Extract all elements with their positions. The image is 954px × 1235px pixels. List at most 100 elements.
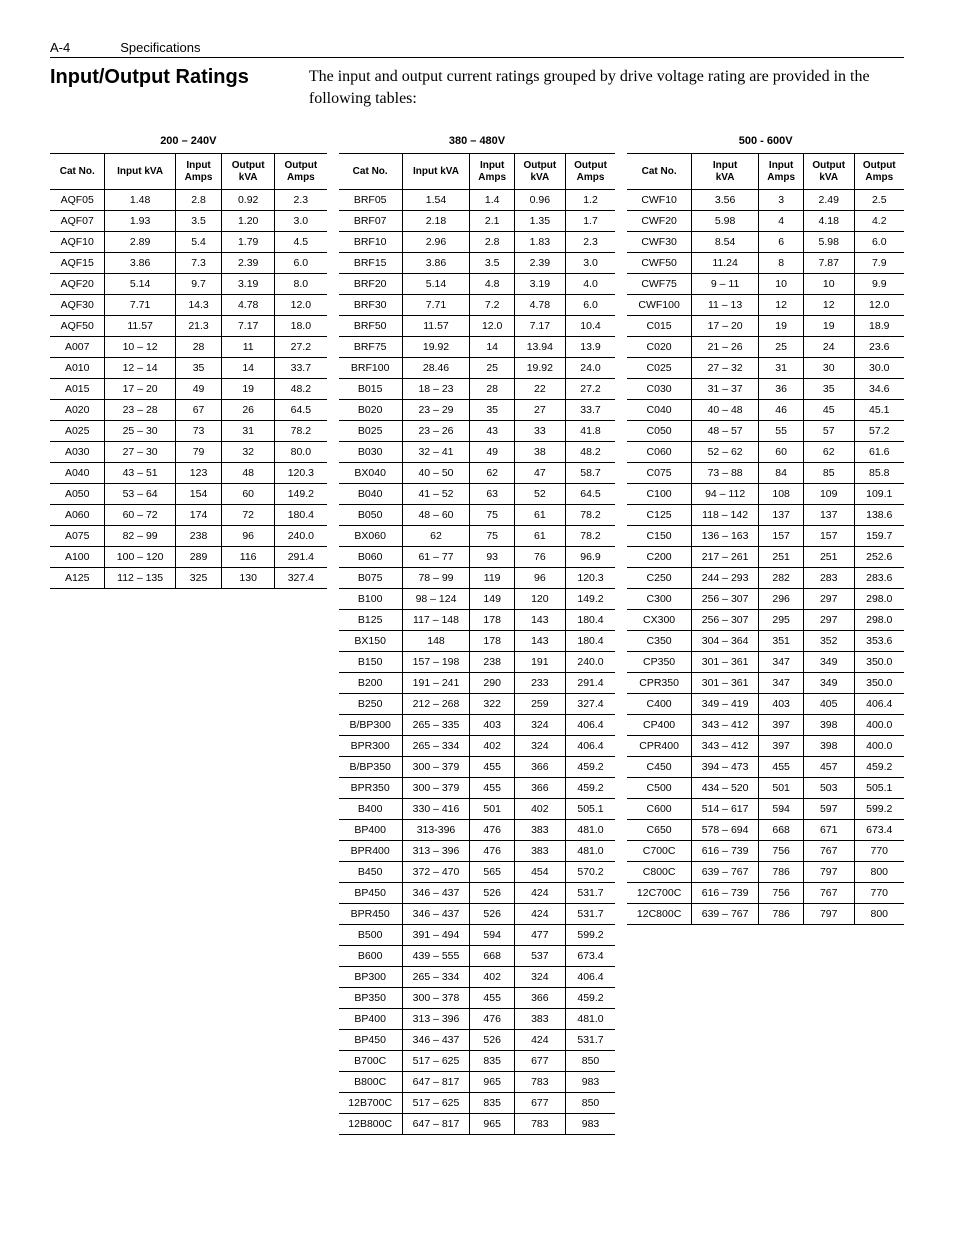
table-cell: 63 xyxy=(470,484,515,505)
page-header: A-4 Specifications xyxy=(50,40,904,58)
table-cell: BX060 xyxy=(339,526,403,547)
table-cell: 3.86 xyxy=(402,253,470,274)
table-cell: B100 xyxy=(339,589,403,610)
table-cell: 349 xyxy=(803,673,854,694)
table-row: AQF5011.5721.37.1718.0 xyxy=(50,316,327,337)
page-number: A-4 xyxy=(50,40,70,55)
table-cell: 366 xyxy=(515,988,566,1009)
group-title: 200 – 240V xyxy=(50,129,327,153)
col-header: Cat No. xyxy=(50,154,105,190)
col-header: OutputkVA xyxy=(222,154,275,190)
table-cell: 120 xyxy=(515,589,566,610)
table-cell: 4.0 xyxy=(565,274,615,295)
table-cell: 14 xyxy=(222,358,275,379)
table-cell: C030 xyxy=(627,379,691,400)
table-cell: 30 xyxy=(803,358,854,379)
table-row: B450372 – 470565454570.2 xyxy=(339,862,616,883)
table-cell: 72 xyxy=(222,505,275,526)
table-cell: 366 xyxy=(515,757,566,778)
table-cell: 48 – 57 xyxy=(691,421,758,442)
table-cell: 10 – 12 xyxy=(105,337,175,358)
table-cell: 783 xyxy=(515,1114,566,1135)
table-cell: 13.9 xyxy=(565,337,615,358)
table-cell: 2.3 xyxy=(565,232,615,253)
table-cell: 505.1 xyxy=(565,799,615,820)
table-cell: B400 xyxy=(339,799,403,820)
table-cell: 233 xyxy=(515,673,566,694)
col-header: InputAmps xyxy=(759,154,804,190)
table-cell: 3.19 xyxy=(222,274,275,295)
table-cell: 178 xyxy=(470,631,515,652)
table-cell: 28.46 xyxy=(402,358,470,379)
table-cell: 397 xyxy=(759,736,804,757)
table-cell: 256 – 307 xyxy=(691,610,758,631)
table-row: AQF205.149.73.198.0 xyxy=(50,274,327,295)
table-cell: 383 xyxy=(515,841,566,862)
table-row: BRF10028.462519.9224.0 xyxy=(339,358,616,379)
table-cell: 10 xyxy=(759,274,804,295)
table-cell: 402 xyxy=(470,736,515,757)
table-cell: 671 xyxy=(803,820,854,841)
table-cell: B600 xyxy=(339,946,403,967)
table-cell: B500 xyxy=(339,925,403,946)
table-cell: 330 – 416 xyxy=(402,799,470,820)
table-cell: 53 – 64 xyxy=(105,484,175,505)
table-cell: 61.6 xyxy=(854,442,904,463)
table-row: B150157 – 198238191240.0 xyxy=(339,652,616,673)
table-cell: 3.0 xyxy=(275,211,327,232)
table-cell: AQF07 xyxy=(50,211,105,232)
table-cell: 33.7 xyxy=(565,400,615,421)
table-cell: AQF30 xyxy=(50,295,105,316)
table-cell: 23 – 26 xyxy=(402,421,470,442)
table-cell: 668 xyxy=(759,820,804,841)
table-cell: 93 xyxy=(470,547,515,568)
table-row: BPR350300 – 379455366459.2 xyxy=(339,778,616,799)
table-cell: A100 xyxy=(50,547,105,568)
table-row: C200217 – 261251251252.6 xyxy=(627,547,904,568)
table-cell: 616 – 739 xyxy=(691,841,758,862)
col-header: OutputAmps xyxy=(854,154,904,190)
table-cell: 109 xyxy=(803,484,854,505)
table-cell: 0.96 xyxy=(515,190,566,211)
table-cell: 11.24 xyxy=(691,253,758,274)
table-cell: 136 – 163 xyxy=(691,526,758,547)
table-cell: B040 xyxy=(339,484,403,505)
table-row: BX150148178143180.4 xyxy=(339,631,616,652)
table-row: B03032 – 41493848.2 xyxy=(339,442,616,463)
table-cell: 7.71 xyxy=(105,295,175,316)
table-row: BPR450346 – 437526424531.7 xyxy=(339,904,616,925)
table-cell: 23 – 28 xyxy=(105,400,175,421)
table-cell: 2.5 xyxy=(854,190,904,211)
table-row: B600439 – 555668537673.4 xyxy=(339,946,616,967)
table-cell: 33.7 xyxy=(275,358,327,379)
table-cell: BRF07 xyxy=(339,211,403,232)
table-row: C450394 – 473455457459.2 xyxy=(627,757,904,778)
table-cell: BRF20 xyxy=(339,274,403,295)
table-row: C250244 – 293282283283.6 xyxy=(627,568,904,589)
table-cell: 57 xyxy=(803,421,854,442)
table-cell: 265 – 335 xyxy=(402,715,470,736)
table-cell: 84 xyxy=(759,463,804,484)
group-title: 380 – 480V xyxy=(339,129,616,153)
table-cell: 12.0 xyxy=(854,295,904,316)
table-cell: 36 xyxy=(759,379,804,400)
table-row: CPR400343 – 412397398400.0 xyxy=(627,736,904,757)
table-cell: 1.54 xyxy=(402,190,470,211)
table-row: CWF10011 – 13121212.0 xyxy=(627,295,904,316)
table-cell: 3.0 xyxy=(565,253,615,274)
table-cell: 12.0 xyxy=(470,316,515,337)
table-cell: B700C xyxy=(339,1051,403,1072)
table-cell: BP450 xyxy=(339,1030,403,1051)
table-cell: BRF75 xyxy=(339,337,403,358)
table-cell: 12C700C xyxy=(627,883,691,904)
table-cell: A007 xyxy=(50,337,105,358)
table-row: A00710 – 12281127.2 xyxy=(50,337,327,358)
table-cell: 58.7 xyxy=(565,463,615,484)
table-cell: A025 xyxy=(50,421,105,442)
table-cell: 322 xyxy=(470,694,515,715)
table-cell: C125 xyxy=(627,505,691,526)
table-cell: 12.0 xyxy=(275,295,327,316)
table-cell: 4.78 xyxy=(222,295,275,316)
table-row: CP350301 – 361347349350.0 xyxy=(627,652,904,673)
table-cell: 62 xyxy=(402,526,470,547)
